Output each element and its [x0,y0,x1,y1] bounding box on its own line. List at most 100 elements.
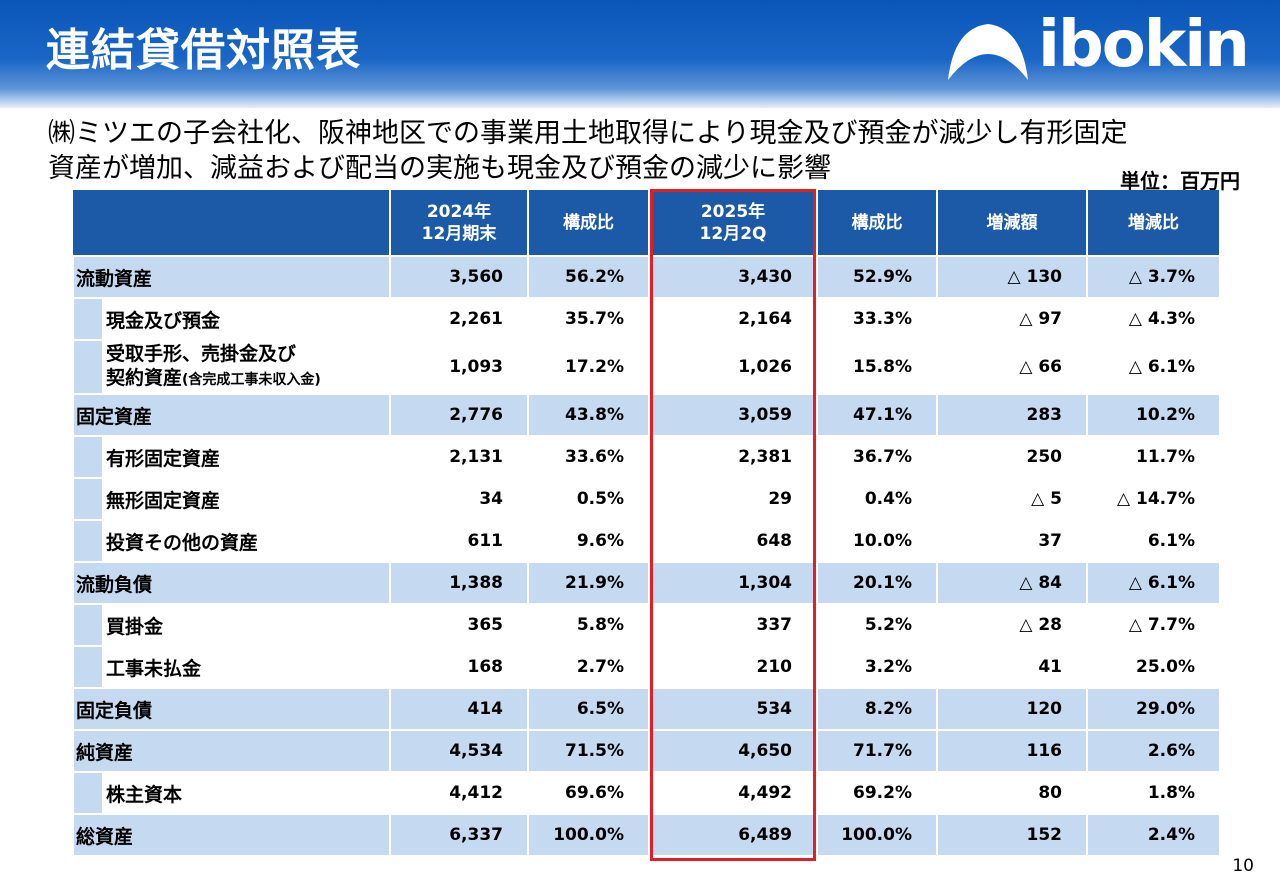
table-cell: 71.7% [816,729,937,772]
table-cell: 3.2% [816,645,937,688]
table-row: 有形固定資産 2,131 33.6% 2,381 36.7% 250 11.7% [72,435,1219,478]
table-cell: 4,534 [389,729,528,772]
table-cell: 11.7% [1086,435,1219,478]
table-cell: 20.1% [816,561,937,604]
column-header-2: 構成比 [527,190,649,256]
table-cell: 5.2% [816,603,937,646]
row-label: 無形固定資産 [72,477,390,520]
table-cell: 414 [389,687,528,730]
table-cell: 3,059 [648,393,817,436]
table-cell: 35.7% [527,297,649,340]
logo-text: ibokin [1038,8,1250,82]
table-row: 流動資産 3,560 56.2% 3,430 52.9% △ 130 △ 3.7% [72,255,1219,298]
table-cell: △ 4.3% [1086,297,1219,340]
table-cell: 3,430 [648,255,817,298]
table-cell: 337 [648,603,817,646]
table-cell: 6,337 [389,813,528,855]
table-cell: 168 [389,645,528,688]
balance-sheet-table: 2024年 12月期末 構成比 2025年 12月2Q 構成比 増減額 増減比 流動資産 3,5… [72,190,1219,855]
table-cell: 611 [389,519,528,562]
table-cell: 9.6% [527,519,649,562]
table-row: 投資その他の資産 611 9.6% 648 10.0% 37 6.1% [72,519,1219,562]
company-logo: ibokin [946,8,1266,86]
table-cell: 37 [936,519,1087,562]
page-number: 10 [1232,856,1254,876]
table-row: 固定資産 2,776 43.8% 3,059 47.1% 283 10.2% [72,393,1219,436]
table-header-row: 2024年 12月期末 構成比 2025年 12月2Q 構成比 増減額 増減比 [73,190,1219,256]
table-cell: 2,776 [389,393,528,436]
summary-line-1: ㈱ミツエの子会社化、阪神地区での事業用土地取得により現金及び預金が減少し有形固定 [48,118,1128,149]
table-row: 無形固定資産 34 0.5% 29 0.4% △ 5 △ 14.7% [72,477,1219,520]
table-cell: 2,261 [389,297,528,340]
column-header-1: 2024年 12月期末 [389,190,528,256]
table-cell: 71.5% [527,729,649,772]
row-label: 固定負債 [72,687,390,730]
table-cell: △ 28 [936,603,1087,646]
table-cell: 43.8% [527,393,649,436]
summary-text: ㈱ミツエの子会社化、阪神地区での事業用土地取得により現金及び預金が減少し有形固定… [48,116,1127,186]
table-cell: 0.4% [816,477,937,520]
table-cell: △ 84 [936,561,1087,604]
table-cell: 116 [936,729,1087,772]
table-cell: 33.3% [816,297,937,340]
unit-label: 単位：百万円 [1120,169,1240,193]
row-label: 受取手形、売掛金及び 契約資産(含完成工事未収入金) [72,339,390,394]
highlight-frame-2025-2q [650,189,816,861]
table-cell: 47.1% [816,393,937,436]
header-bar: 連結貸借対照表 ibokin [0,0,1280,108]
column-header-0 [73,190,390,256]
table-cell: 8.2% [816,687,937,730]
row-label: 買掛金 [72,603,390,646]
column-header-4: 構成比 [816,190,937,256]
row-label: 株主資本 [72,771,390,814]
table-cell: 2,131 [389,435,528,478]
page-title: 連結貸借対照表 [46,25,361,76]
table-cell: △ 7.7% [1086,603,1219,646]
row-label: 流動負債 [72,561,390,604]
table-cell: 5.8% [527,603,649,646]
table-cell: 15.8% [816,339,937,394]
table-cell: △ 6.1% [1086,561,1219,604]
table-row: 現金及び預金 2,261 35.7% 2,164 33.3% △ 97 △ 4.3% [72,297,1219,340]
table-cell: 52.9% [816,255,937,298]
table-row: 買掛金 365 5.8% 337 5.2% △ 28 △ 7.7% [72,603,1219,646]
summary-line-2: 資産が増加、減益および配当の実施も現金及び預金の減少に影響 [48,153,831,184]
table-cell: 2.4% [1086,813,1219,855]
table-row: 流動負債 1,388 21.9% 1,304 20.1% △ 84 △ 6.1% [72,561,1219,604]
row-label: 総資産 [72,813,390,855]
table-cell: 56.2% [527,255,649,298]
table-cell: 2,381 [648,435,817,478]
table-cell: △ 14.7% [1086,477,1219,520]
table-cell: 69.2% [816,771,937,814]
table-cell: 3,560 [389,255,528,298]
table-cell: 21.9% [527,561,649,604]
row-label: 工事未払金 [72,645,390,688]
row-label: 投資その他の資産 [72,519,390,562]
row-label: 流動資産 [72,255,390,298]
table-cell: 80 [936,771,1087,814]
table-cell: 1,388 [389,561,528,604]
table-cell: 152 [936,813,1087,855]
table-cell: 1,026 [648,339,817,394]
table-cell: 100.0% [816,813,937,855]
table-cell: △ 130 [936,255,1087,298]
table-cell: 120 [936,687,1087,730]
table-row: 株主資本 4,412 69.6% 4,492 69.2% 80 1.8% [72,771,1219,814]
table-cell: 6.1% [1086,519,1219,562]
table-cell: 283 [936,393,1087,436]
table-cell: 4,412 [389,771,528,814]
table-row: 工事未払金 168 2.7% 210 3.2% 41 25.0% [72,645,1219,688]
table-cell: 2.7% [527,645,649,688]
row-label: 純資産 [72,729,390,772]
mountain-logo-icon [948,24,1028,80]
table-cell: 1.8% [1086,771,1219,814]
table-cell: 10.0% [816,519,937,562]
table-cell: 33.6% [527,435,649,478]
table-cell: 648 [648,519,817,562]
table-cell: 10.2% [1086,393,1219,436]
table-cell: △ 3.7% [1086,255,1219,298]
table-cell: 0.5% [527,477,649,520]
table-cell: 17.2% [527,339,649,394]
table-row: 固定負債 414 6.5% 534 8.2% 120 29.0% [72,687,1219,730]
table-cell: 29.0% [1086,687,1219,730]
